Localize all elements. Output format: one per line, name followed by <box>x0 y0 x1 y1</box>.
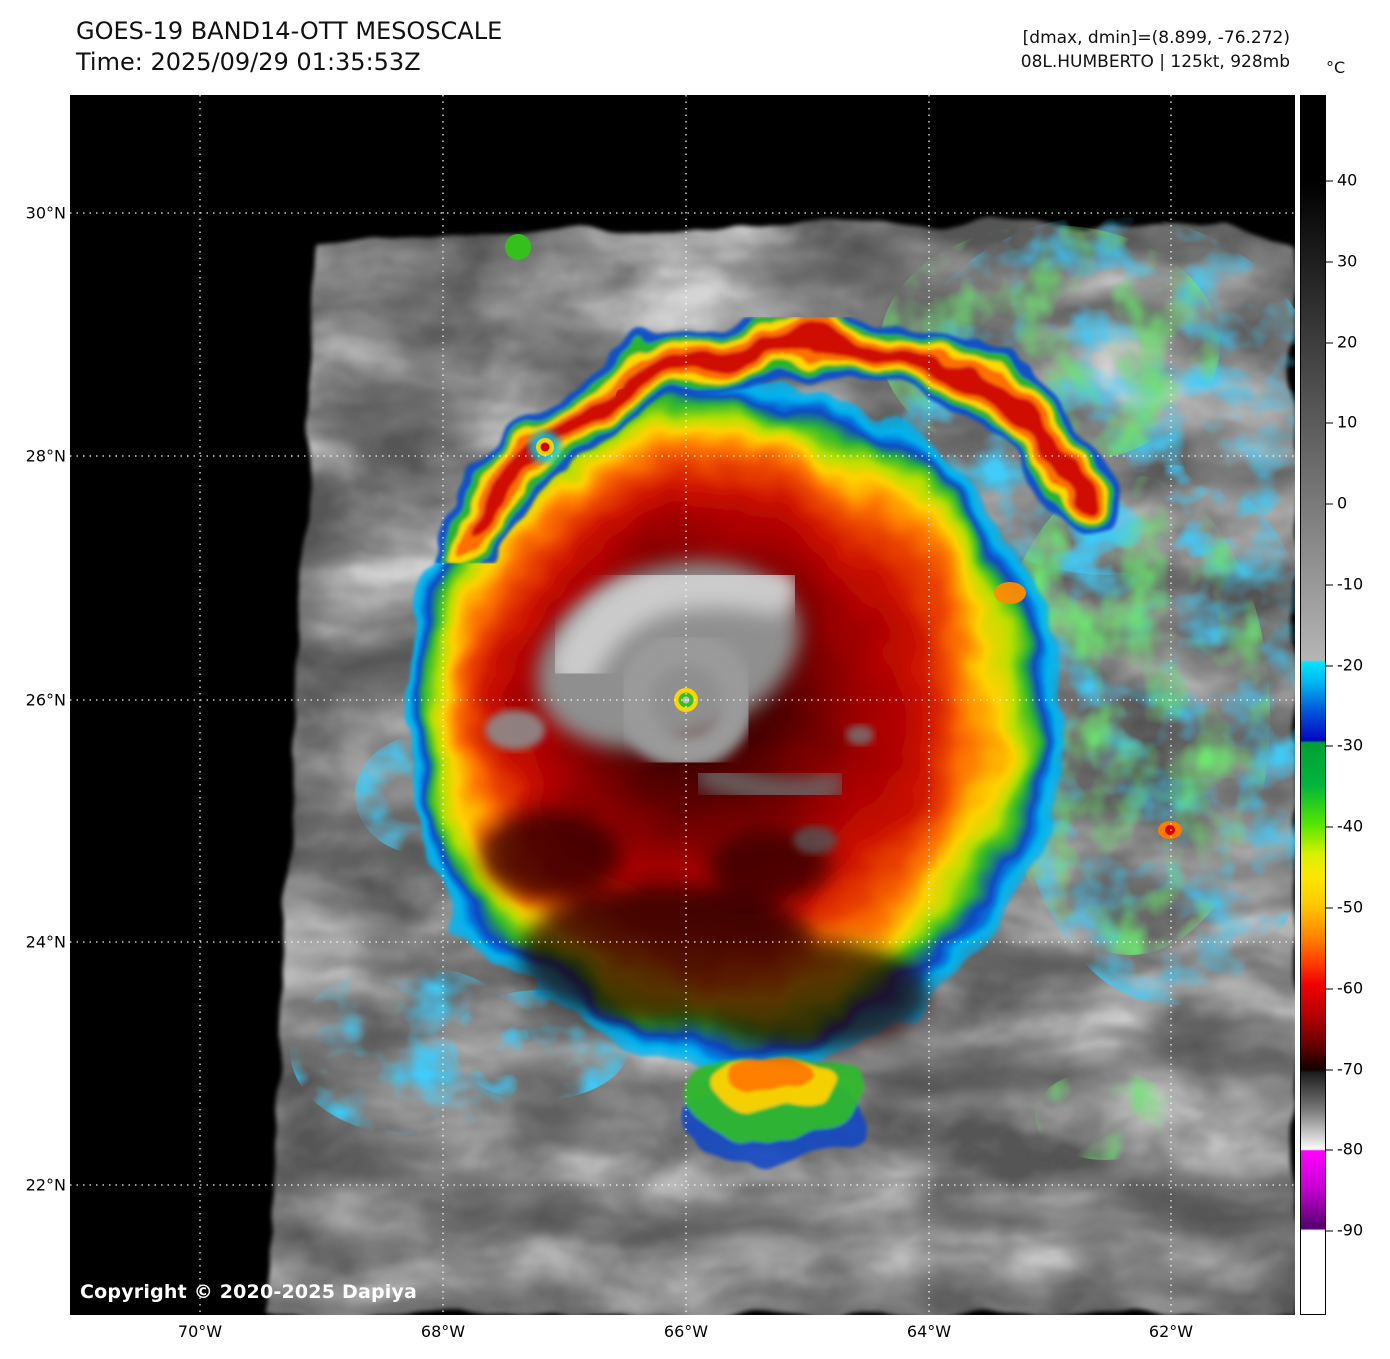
colorbar-tick: 40 <box>1325 170 1358 190</box>
lon-label-64w: 64°W <box>906 1322 952 1341</box>
temperature-colorbar <box>1300 95 1326 1315</box>
colorbar-tick: -60 <box>1325 978 1364 998</box>
lon-label-68w: 68°W <box>420 1322 466 1341</box>
colorbar-tick: -50 <box>1325 897 1364 917</box>
south-band <box>675 1047 875 1165</box>
lon-label-62w: 62°W <box>1148 1322 1194 1341</box>
small-storm-cells <box>505 234 1182 839</box>
title-block: GOES-19 BAND14-OTT MESOSCALE Time: 2025/… <box>76 16 502 78</box>
colorbar-tick: 0 <box>1325 493 1348 513</box>
lat-label-24n: 24°N <box>25 932 66 952</box>
graticule <box>70 95 1295 1315</box>
colorbar-tick: -70 <box>1325 1059 1364 1079</box>
colorbar-tick: 20 <box>1325 332 1358 352</box>
colorbar-ticks: 40 30 20 10 0 -10 -20 -30 -40 -50 -60 -7… <box>1300 95 1390 1315</box>
colorbar-tick: -10 <box>1325 574 1364 594</box>
product-title: GOES-19 BAND14-OTT MESOSCALE <box>76 17 503 45</box>
lat-label-28n: 28°N <box>25 446 66 466</box>
satellite-map: Copyright © 2020-2025 Dapiya <box>70 95 1295 1315</box>
eye-region <box>536 558 847 810</box>
colorbar-tick: -90 <box>1325 1220 1364 1240</box>
colorbar-tick: -80 <box>1325 1139 1364 1159</box>
lon-label-66w: 66°W <box>663 1322 709 1341</box>
warm-gray-patches <box>485 710 874 854</box>
colorbar-tick: -20 <box>1325 655 1364 675</box>
lat-label-22n: 22°N <box>25 1175 66 1195</box>
colorbar-tick: -30 <box>1325 735 1364 755</box>
lat-label-30n: 30°N <box>25 203 66 223</box>
hurricane-satellite-image <box>70 95 1295 1315</box>
dmax-dmin-readout: [dmax, dmin]=(8.899, -76.272) <box>1022 28 1290 48</box>
storm-info: 08L.HUMBERTO | 125kt, 928mb <box>1020 52 1290 72</box>
copyright-text: Copyright © 2020-2025 Dapiya <box>80 1281 418 1303</box>
timestamp: Time: 2025/09/29 01:35:53Z <box>76 48 421 76</box>
colorbar-tick: 30 <box>1325 251 1358 271</box>
colorbar-tick: -40 <box>1325 816 1364 836</box>
cold-patches <box>480 810 930 1050</box>
colorbar-unit-label: °C <box>1326 58 1346 77</box>
info-block: [dmax, dmin]=(8.899, -76.272) 08L.HUMBER… <box>1021 26 1290 74</box>
colorbar-tick: 10 <box>1325 412 1358 432</box>
lon-label-70w: 70°W <box>177 1322 223 1341</box>
peripheral-bands <box>290 215 1295 1160</box>
lat-label-26n: 26°N <box>25 690 66 710</box>
